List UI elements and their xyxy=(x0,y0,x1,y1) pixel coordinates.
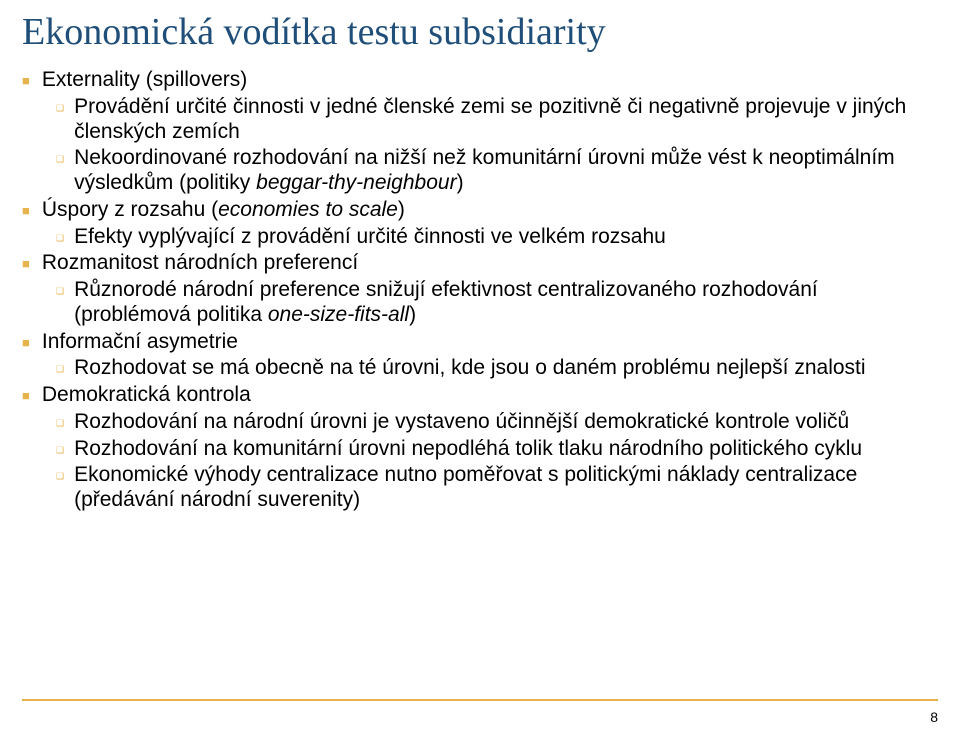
subitem-text: Různorodé národní preference snižují efe… xyxy=(74,278,938,328)
text-pre: Různorodé národní preference snižují efe… xyxy=(74,278,818,326)
square-bullet-icon: ■ xyxy=(22,203,30,218)
list-subitem: ❑ Rozhodování na komunitární úrovni nepo… xyxy=(56,437,938,462)
text-post: ) xyxy=(398,198,405,221)
footer-divider xyxy=(22,699,938,701)
subitem-text: Rozhodovat se má obecně na té úrovni, kd… xyxy=(74,356,938,381)
subitem-text: Ekonomické výhody centralizace nutno pom… xyxy=(74,463,938,513)
item-label: Demokratická kontrola xyxy=(42,383,938,408)
item-label: Informační asymetrie xyxy=(42,330,938,355)
subitem-text: Efekty vyplývající z provádění určité či… xyxy=(74,225,938,250)
square-bullet-icon: ❑ xyxy=(56,286,64,297)
slide-title: Ekonomická vodítka testu subsidiarity xyxy=(22,10,938,54)
square-bullet-icon: ❑ xyxy=(56,445,64,456)
subitem-text: Rozhodování na komunitární úrovni nepodl… xyxy=(74,437,938,462)
text-italic: beggar-thy-neighbour xyxy=(256,171,456,194)
text-italic: one-size-fits-all xyxy=(268,303,409,326)
item-label: Rozmanitost národních preferencí xyxy=(42,251,938,276)
list-item: ■ Rozmanitost národních preferencí xyxy=(22,251,938,276)
page-number: 8 xyxy=(930,709,938,725)
slide-content: ■ Externality (spillovers) ❑ Provádění u… xyxy=(22,68,938,513)
list-subitem: ❑ Rozhodovat se má obecně na té úrovni, … xyxy=(56,356,938,381)
square-bullet-icon: ■ xyxy=(22,256,30,271)
item-label: Úspory z rozsahu (economies to scale) xyxy=(42,198,938,223)
item-label: Externality (spillovers) xyxy=(42,68,938,93)
text-pre: Nekoordinované rozhodování na nižší než … xyxy=(74,146,895,194)
square-bullet-icon: ■ xyxy=(22,73,30,88)
list-subitem: ❑ Různorodé národní preference snižují e… xyxy=(56,278,938,328)
text-post: ) xyxy=(457,171,464,194)
square-bullet-icon: ❑ xyxy=(56,233,64,244)
list-subitem: ❑ Ekonomické výhody centralizace nutno p… xyxy=(56,463,938,513)
subitem-text: Provádění určité činnosti v jedné člensk… xyxy=(74,95,938,145)
list-subitem: ❑ Nekoordinované rozhodování na nižší ne… xyxy=(56,146,938,196)
square-bullet-icon: ❑ xyxy=(56,418,64,429)
text-post: ) xyxy=(409,303,416,326)
list-item: ■ Úspory z rozsahu (economies to scale) xyxy=(22,198,938,223)
list-item: ■ Demokratická kontrola xyxy=(22,383,938,408)
square-bullet-icon: ❑ xyxy=(56,364,64,375)
square-bullet-icon: ❑ xyxy=(56,154,64,165)
subitem-text: Nekoordinované rozhodování na nižší než … xyxy=(74,146,938,196)
list-subitem: ❑ Rozhodování na národní úrovni je vysta… xyxy=(56,410,938,435)
list-item: ■ Externality (spillovers) xyxy=(22,68,938,93)
square-bullet-icon: ■ xyxy=(22,335,30,350)
text-pre: Úspory z rozsahu ( xyxy=(42,198,218,221)
square-bullet-icon: ■ xyxy=(22,388,30,403)
subitem-text: Rozhodování na národní úrovni je vystave… xyxy=(74,410,938,435)
list-item: ■ Informační asymetrie xyxy=(22,330,938,355)
square-bullet-icon: ❑ xyxy=(56,103,64,114)
list-subitem: ❑ Efekty vyplývající z provádění určité … xyxy=(56,225,938,250)
text-italic: economies to scale xyxy=(218,198,398,221)
square-bullet-icon: ❑ xyxy=(56,471,64,482)
list-subitem: ❑ Provádění určité činnosti v jedné člen… xyxy=(56,95,938,145)
